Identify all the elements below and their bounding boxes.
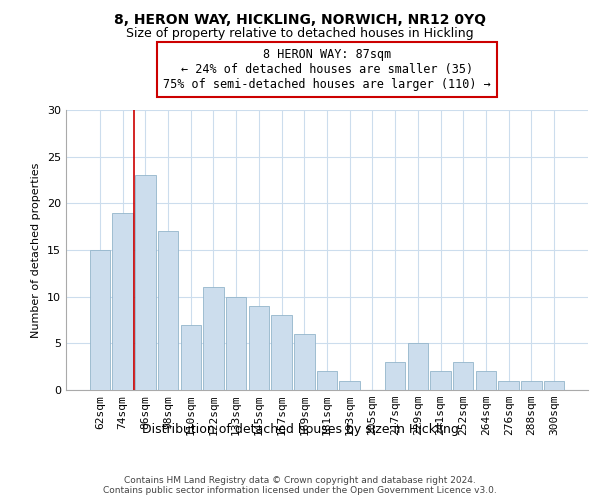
Bar <box>430 372 451 390</box>
Text: 8, HERON WAY, HICKLING, NORWICH, NR12 0YQ: 8, HERON WAY, HICKLING, NORWICH, NR12 0Y… <box>114 12 486 26</box>
Bar <box>181 324 201 390</box>
Bar <box>248 306 269 390</box>
Bar <box>203 288 224 390</box>
Bar <box>158 232 178 390</box>
Bar <box>521 380 542 390</box>
Bar <box>453 362 473 390</box>
Y-axis label: Number of detached properties: Number of detached properties <box>31 162 41 338</box>
Bar <box>294 334 314 390</box>
Bar <box>499 380 519 390</box>
Bar <box>385 362 406 390</box>
Bar <box>271 316 292 390</box>
Bar <box>407 344 428 390</box>
Text: Distribution of detached houses by size in Hickling: Distribution of detached houses by size … <box>142 422 458 436</box>
Bar <box>476 372 496 390</box>
Bar <box>317 372 337 390</box>
Text: Contains HM Land Registry data © Crown copyright and database right 2024.
Contai: Contains HM Land Registry data © Crown c… <box>103 476 497 495</box>
Bar <box>112 212 133 390</box>
Text: Size of property relative to detached houses in Hickling: Size of property relative to detached ho… <box>126 28 474 40</box>
Text: 8 HERON WAY: 87sqm
← 24% of detached houses are smaller (35)
75% of semi-detache: 8 HERON WAY: 87sqm ← 24% of detached hou… <box>163 48 491 92</box>
Bar <box>135 176 155 390</box>
Bar <box>90 250 110 390</box>
Bar <box>226 296 247 390</box>
Bar <box>544 380 564 390</box>
Bar <box>340 380 360 390</box>
